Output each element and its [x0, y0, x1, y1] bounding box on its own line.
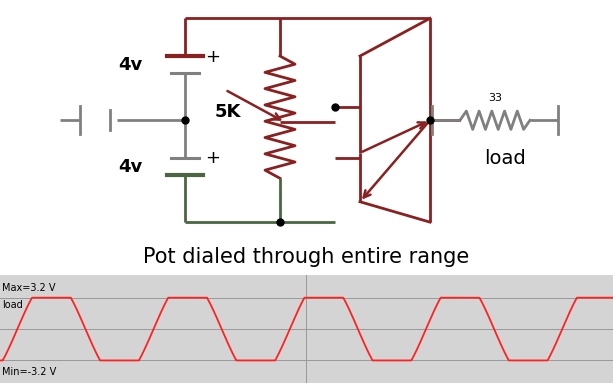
Text: 5K: 5K: [215, 103, 241, 121]
Text: Min=-3.2 V: Min=-3.2 V: [2, 367, 56, 377]
Text: 4v: 4v: [118, 56, 142, 74]
Text: Max=3.2 V: Max=3.2 V: [2, 283, 56, 293]
Text: +: +: [205, 149, 221, 167]
Text: load: load: [2, 300, 23, 309]
Text: 4v: 4v: [118, 157, 142, 175]
Text: +: +: [205, 47, 221, 65]
Text: Pot dialed through entire range: Pot dialed through entire range: [143, 247, 469, 267]
Text: load: load: [484, 149, 526, 169]
Text: 33: 33: [488, 93, 502, 103]
